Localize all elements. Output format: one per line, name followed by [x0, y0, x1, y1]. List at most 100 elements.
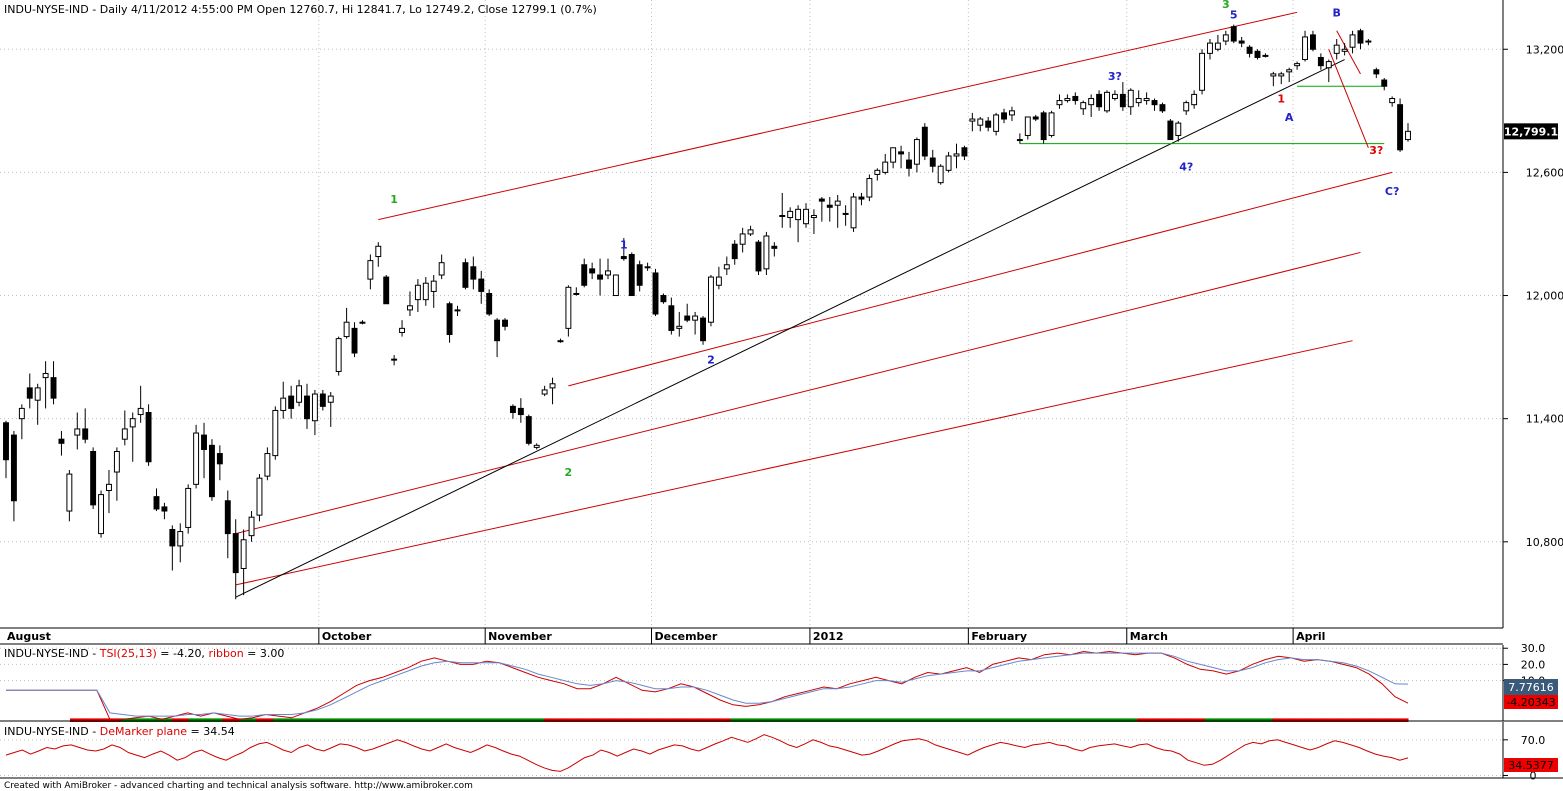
ribbon-segment — [442, 718, 461, 723]
demarker-axis: 70.00 — [1503, 734, 1545, 782]
candle — [351, 322, 358, 358]
candle-body-up — [795, 208, 802, 221]
candle — [1214, 34, 1221, 52]
ribbon-segment — [696, 718, 715, 723]
drawing-lines[interactable] — [235, 11, 1393, 598]
candle — [826, 197, 833, 222]
candle — [193, 424, 200, 489]
ribbon-segment — [1357, 718, 1375, 723]
ribbon-segment — [1120, 718, 1138, 723]
candle-body-up — [945, 155, 952, 171]
candle — [953, 143, 960, 169]
candle — [1016, 133, 1023, 144]
candle-body-down — [50, 377, 57, 399]
candle — [525, 414, 532, 446]
ribbon-segment — [1187, 718, 1206, 723]
candle — [3, 420, 9, 479]
month-label: November — [488, 630, 552, 643]
candle — [533, 443, 540, 450]
candle — [1111, 90, 1118, 101]
candle-body-up — [121, 428, 128, 440]
ribbon-segment — [1035, 718, 1053, 723]
candle-body-down — [383, 276, 390, 305]
wave-label: C? — [1385, 185, 1399, 198]
ribbon-segment — [628, 718, 647, 723]
candle-body-up — [129, 418, 136, 428]
candle — [937, 164, 944, 185]
ribbon-segment — [86, 718, 105, 723]
candle — [1151, 98, 1158, 111]
candle — [1183, 100, 1190, 115]
candle — [1254, 49, 1261, 60]
ribbon-segment — [1391, 718, 1409, 723]
candle-body-up — [1302, 36, 1308, 61]
candle-body-up — [1333, 44, 1340, 54]
ribbon-segment — [1272, 718, 1290, 723]
demarker-tick-label: 0 — [1530, 769, 1537, 782]
candle-body-down — [216, 453, 223, 465]
candle-body-up — [1088, 98, 1095, 106]
candle — [343, 307, 350, 339]
ribbon-segment — [1103, 718, 1121, 723]
ribbon-segment — [815, 718, 833, 723]
candle — [66, 469, 73, 522]
candle-body-down — [1040, 112, 1047, 141]
candle-body-down — [1230, 26, 1237, 42]
candle-body-up — [1080, 102, 1087, 110]
candle-body-up — [763, 235, 770, 270]
candle — [454, 305, 461, 317]
tsi-pane[interactable]: 30.020.010.0 INDU-NYSE-IND - TSI(25,13) … — [0, 642, 1558, 723]
candle — [834, 194, 841, 228]
candle-body-up — [407, 305, 413, 311]
candle-body-down — [82, 428, 89, 440]
demarker-plot-area[interactable] — [0, 722, 1503, 778]
candle — [779, 192, 786, 228]
demarker-pane[interactable]: 70.00 INDU-NYSE-IND - DeMarker plane = 3… — [0, 722, 1558, 782]
tsi-signal-badge: 7.77616 — [1504, 679, 1558, 695]
candle — [1278, 71, 1285, 85]
candle-body-up — [708, 276, 714, 323]
candle-body-down — [826, 204, 833, 208]
candle-body-up — [573, 292, 580, 295]
month-label: August — [7, 630, 51, 643]
candle-body-up — [842, 212, 849, 215]
candle — [1191, 90, 1198, 109]
candle — [177, 523, 184, 563]
candle — [50, 361, 57, 405]
candle-body-up — [692, 315, 699, 321]
ribbon-segment — [798, 718, 816, 723]
candle-body-down — [620, 256, 627, 260]
candle-body-up — [18, 407, 25, 420]
upper-channel-line — [378, 11, 1298, 221]
ribbon-segment — [171, 718, 190, 723]
candle-body-down — [1246, 46, 1253, 54]
month-label: February — [971, 630, 1027, 643]
candle-body-up — [1349, 34, 1356, 48]
candle — [1317, 53, 1324, 70]
candle-body-up — [1024, 116, 1031, 136]
candle-body-down — [1001, 112, 1007, 120]
candle-body-up — [375, 245, 382, 258]
tsi-plot-area[interactable] — [0, 645, 1503, 721]
candle-body-up — [1207, 42, 1213, 54]
ribbon-segment — [188, 718, 206, 723]
candle-body-up — [422, 282, 429, 301]
candle-body-up — [834, 200, 841, 206]
ribbon-segment — [205, 718, 223, 723]
candle — [1167, 119, 1174, 141]
candle — [628, 252, 635, 297]
candle — [731, 240, 738, 265]
candlesticks[interactable] — [3, 24, 1411, 600]
candle-body-up — [1008, 110, 1015, 116]
ribbon-segment — [459, 718, 477, 723]
abc-line-2 — [1336, 30, 1361, 75]
candle — [676, 311, 683, 337]
ribbon-segment — [595, 718, 613, 723]
candle-body-down — [668, 305, 675, 331]
candle — [1325, 59, 1332, 83]
candle — [882, 153, 889, 175]
candle — [82, 408, 89, 444]
candle-body-down — [1381, 79, 1388, 87]
candle-body-up — [557, 340, 564, 343]
